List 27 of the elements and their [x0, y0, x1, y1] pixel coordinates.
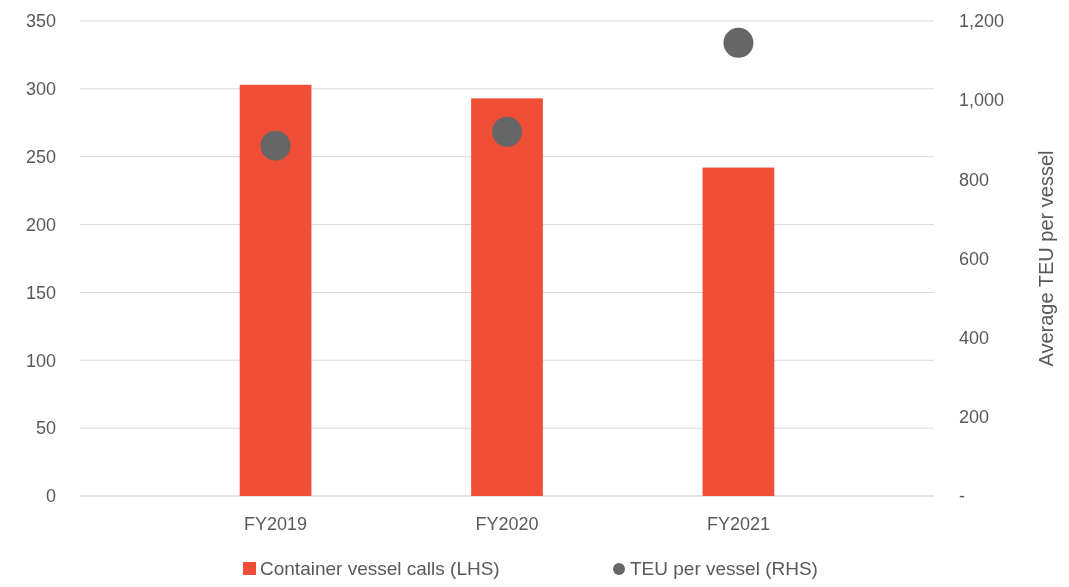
x-tick-label: FY2021	[706, 514, 770, 534]
y2-tick-label: -	[959, 486, 965, 507]
y-tick-label: 150	[25, 282, 56, 303]
y-tick-label: 0	[45, 486, 56, 507]
y2-tick-label: 200	[959, 407, 990, 428]
bar	[702, 167, 775, 496]
y2-tick-label: 1,000	[959, 90, 1005, 111]
y2-tick-label: 600	[959, 248, 990, 269]
y-tick-label: 50	[35, 418, 56, 439]
x-tick-label: FY2020	[475, 514, 539, 534]
y-tick-label: 200	[25, 214, 56, 235]
y-tick-label: 250	[25, 147, 56, 168]
y-tick-label: 350	[25, 11, 56, 32]
point	[492, 116, 522, 147]
y2-tick-label: 800	[959, 169, 990, 190]
y2-tick-label: 1,200	[959, 11, 1005, 32]
legend-label: Container vessel calls (LHS)	[260, 558, 500, 579]
bar	[239, 84, 312, 496]
y2-axis-title: Average TEU per vessel	[1035, 150, 1057, 367]
legend-label: TEU per vessel (RHS)	[630, 558, 818, 579]
bar	[471, 98, 543, 496]
y-tick-label: 100	[25, 350, 56, 371]
point	[260, 130, 291, 161]
y-tick-label: 300	[25, 79, 56, 100]
point	[723, 27, 754, 58]
x-tick-label: FY2019	[244, 514, 308, 534]
y2-tick-label: 400	[959, 327, 990, 348]
